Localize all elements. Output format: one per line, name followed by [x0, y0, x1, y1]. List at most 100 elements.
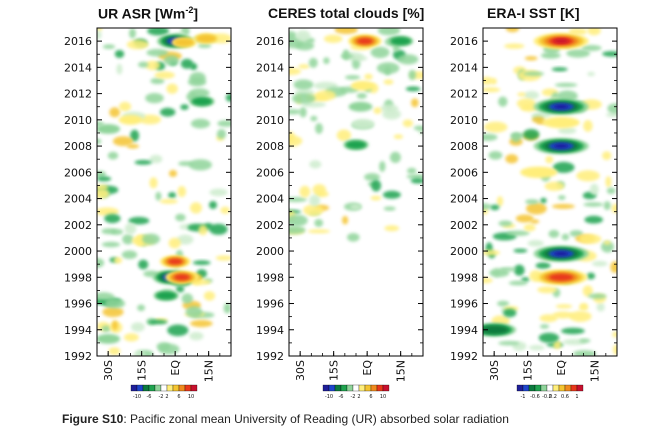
field-blob — [180, 104, 189, 110]
field-blob — [299, 107, 307, 118]
field-blob — [323, 57, 330, 65]
field-blob — [605, 176, 612, 188]
field-blob — [223, 302, 231, 314]
field-blob — [149, 154, 163, 164]
feature-1-level-1 — [390, 36, 412, 46]
field-blob — [128, 216, 150, 225]
field-blob — [104, 298, 126, 309]
y-tick-label: 2002 — [64, 219, 92, 232]
field-blob — [108, 347, 121, 356]
x-tick-label: 15S — [328, 360, 341, 381]
field-blob — [523, 223, 536, 232]
field-blob — [167, 324, 189, 337]
field-blob — [138, 259, 149, 270]
field-blob — [529, 345, 545, 351]
field-blob — [149, 177, 158, 189]
field-blob — [101, 325, 111, 332]
colorbar-tick-label: 1 — [575, 394, 578, 400]
field-blob — [587, 71, 595, 77]
feature-5-level-1 — [173, 38, 195, 47]
y-tick-label: 2012 — [64, 88, 92, 101]
y-tick-label: 2006 — [256, 166, 284, 179]
field-blob — [147, 28, 169, 36]
colorbar-segment — [370, 384, 378, 392]
field-blob — [606, 112, 617, 118]
field-blob — [114, 50, 125, 58]
field-blob — [535, 262, 551, 269]
field-blob — [539, 314, 558, 323]
colorbar-segment — [534, 384, 542, 392]
x-tick-label: 30S — [294, 360, 307, 381]
field-blob — [383, 79, 394, 85]
colorbar-tick-label: 0.2 — [549, 394, 557, 400]
colorbar-segment — [148, 384, 156, 392]
field-blob — [131, 322, 145, 332]
field-blob — [148, 319, 168, 325]
field-blob — [168, 169, 178, 178]
field-blob — [189, 88, 210, 98]
field-blob — [289, 225, 306, 235]
y-tick-label: 2002 — [450, 219, 478, 232]
field-blob — [530, 219, 540, 224]
field-blob — [156, 342, 171, 351]
colorbar-segment — [540, 384, 548, 392]
y-tick-label: 2006 — [450, 166, 478, 179]
colorbar-tick-label: -2 — [159, 394, 164, 400]
field-blob — [558, 127, 577, 135]
field-blob — [370, 195, 382, 201]
field-blob — [168, 192, 177, 199]
field-blob — [220, 206, 230, 214]
field-blob — [537, 286, 558, 294]
field-blob — [539, 324, 550, 329]
field-blob — [350, 204, 361, 210]
colorbar-tick-label: 0.6 — [561, 394, 569, 400]
feature-2-level-4 — [553, 104, 569, 109]
x-tick-label: 15S — [136, 360, 149, 381]
field-blob — [584, 215, 603, 224]
colorbar-segment — [558, 384, 566, 392]
feature-10-level-0 — [97, 124, 121, 134]
field-blob — [129, 28, 136, 39]
field-blob — [289, 214, 308, 227]
field-blob — [384, 66, 391, 76]
colorbar-segment — [334, 384, 342, 392]
y-tick-label: 2010 — [64, 114, 92, 127]
field-blob — [371, 179, 382, 192]
field-blob — [185, 306, 203, 318]
field-blob — [181, 293, 193, 304]
field-blob — [104, 213, 121, 224]
field-blob — [601, 241, 614, 253]
field-blob — [142, 233, 161, 245]
field-blob — [592, 260, 608, 267]
field-blob — [603, 201, 611, 211]
field-blob — [578, 305, 589, 311]
field-blob — [295, 41, 315, 51]
field-blob — [523, 129, 540, 140]
field-blob — [351, 118, 375, 129]
field-blob — [405, 86, 421, 92]
field-blob — [503, 308, 517, 318]
y-tick-label: 1994 — [64, 324, 92, 337]
field-blob — [393, 134, 404, 139]
y-tick-label: 2016 — [256, 35, 284, 48]
field-blob — [154, 71, 175, 79]
field-blob — [566, 49, 591, 58]
field-blob — [561, 233, 570, 241]
field-blob — [568, 28, 587, 36]
field-blob — [558, 195, 566, 201]
y-tick-label: 2012 — [450, 88, 478, 101]
x-tick-label: EQ — [361, 360, 374, 376]
field-blob — [177, 234, 194, 245]
field-blob — [190, 202, 202, 214]
field-blob — [298, 64, 310, 69]
y-tick-label: 2000 — [450, 245, 478, 258]
field-blob — [198, 225, 208, 236]
field-blob — [483, 277, 493, 284]
field-blob — [314, 219, 324, 227]
field-blob — [159, 199, 178, 204]
panel-1-title: UR ASR [Wm-2] — [98, 5, 198, 22]
field-blob — [166, 83, 178, 94]
y-tick-label: 2012 — [256, 88, 284, 101]
field-blob — [336, 129, 352, 142]
colorbar-segment — [364, 384, 372, 392]
